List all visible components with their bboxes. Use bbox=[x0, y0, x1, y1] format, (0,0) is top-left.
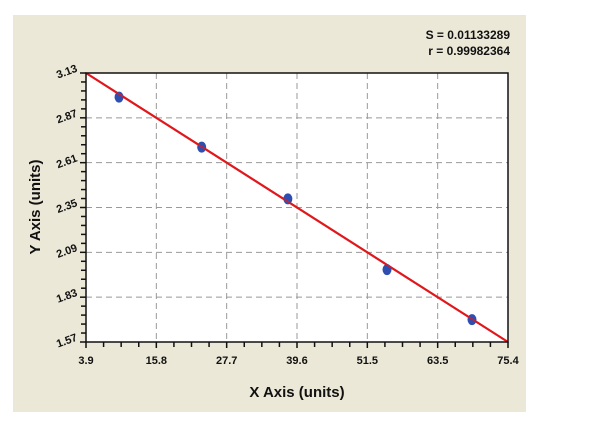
x-tick-label: 75.4 bbox=[497, 355, 519, 367]
x-tick-label: 3.9 bbox=[78, 355, 93, 367]
grid-lines bbox=[86, 73, 508, 342]
y-tick-label: 2.35 bbox=[55, 197, 79, 216]
data-point bbox=[114, 91, 124, 103]
s-statistic: S = 0.01133289 bbox=[425, 28, 510, 42]
x-tick-label: 63.5 bbox=[427, 355, 448, 367]
data-point bbox=[283, 193, 293, 205]
plot-border bbox=[85, 72, 509, 343]
x-tick-label: 51.5 bbox=[357, 355, 378, 367]
y-tick-label: 2.61 bbox=[55, 153, 79, 172]
y-tick-label: 1.83 bbox=[55, 287, 79, 306]
x-tick-label: 15.8 bbox=[146, 355, 167, 367]
x-tick-label: 39.6 bbox=[286, 355, 307, 367]
x-tick-labels: 3.9 15.8 27.7 39.6 51.5 63.5 75.4 bbox=[78, 355, 519, 367]
r-statistic: r = 0.99982364 bbox=[428, 44, 510, 58]
y-tick-label: 3.13 bbox=[55, 63, 79, 82]
data-points bbox=[85, 72, 509, 343]
x-axis-title: X Axis (units) bbox=[249, 384, 344, 401]
x-tick-label: 27.7 bbox=[216, 355, 237, 367]
y-tick-label: 2.09 bbox=[55, 242, 79, 261]
y-tick-label: 1.57 bbox=[55, 332, 79, 351]
fit-statistics: S = 0.01133289 r = 0.99982364 bbox=[426, 27, 510, 59]
y-tick-labels: 1.57 1.83 2.09 2.35 2.61 2.87 3.13 bbox=[55, 63, 79, 351]
y-tick-label: 2.87 bbox=[55, 108, 79, 127]
y-axis-title: Y Axis (units) bbox=[27, 159, 44, 254]
axis-ticks bbox=[80, 72, 509, 348]
